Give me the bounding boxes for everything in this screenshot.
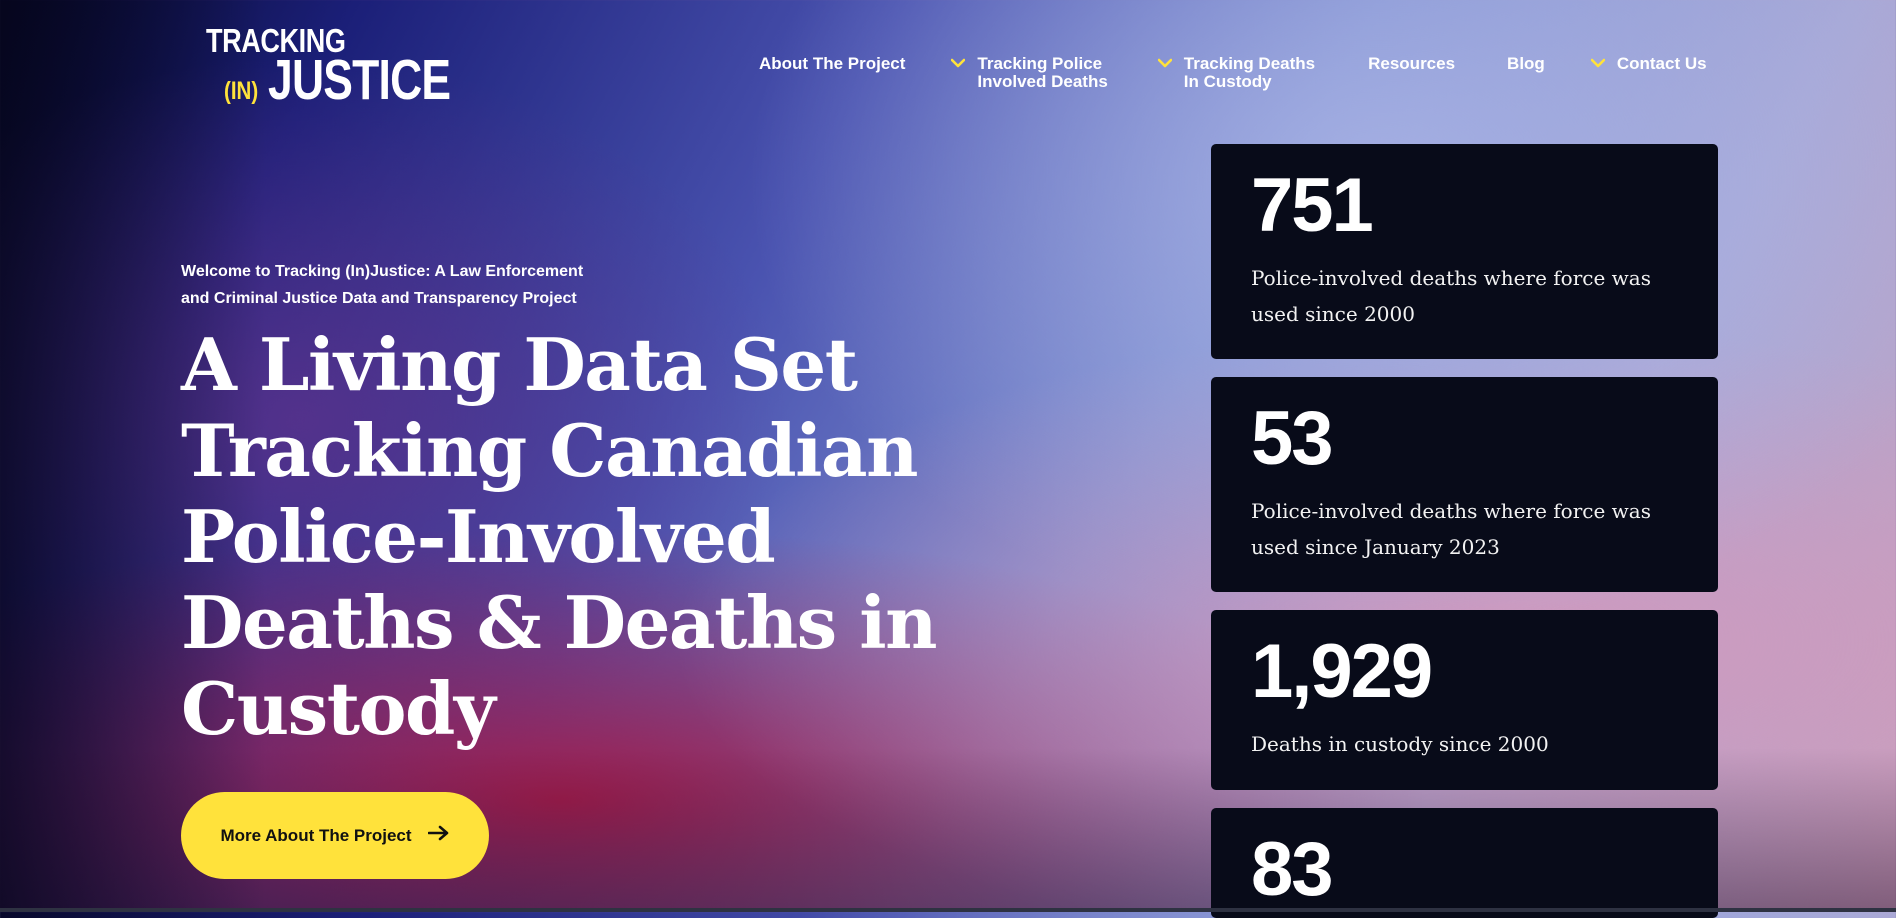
stat-number: 1,929 <box>1251 629 1433 714</box>
main-nav: About The Project Tracking Police Involv… <box>759 55 1707 91</box>
nav-blog[interactable]: Blog <box>1507 55 1545 73</box>
logo-justice: JUSTICE <box>268 48 451 112</box>
nav-label: Resources <box>1368 54 1456 73</box>
arrow-right-icon <box>427 825 450 846</box>
nav-resources[interactable]: Resources <box>1368 55 1455 73</box>
nav-label: About The Project <box>759 54 906 73</box>
stat-number: 53 <box>1251 396 1334 481</box>
nav-label: Blog <box>1507 54 1545 73</box>
logo-tracking: TRACKING <box>206 22 346 59</box>
cta-label: More About The Project <box>220 825 412 845</box>
nav-tracking-police-involved-deaths[interactable]: Tracking Police Involved Deaths <box>951 54 1108 91</box>
stat-card: 53 Police-involved deaths where force wa… <box>1211 377 1718 592</box>
stat-card: 1,929 Deaths in custody since 2000 <box>1211 610 1718 790</box>
stat-number: 751 <box>1251 163 1374 248</box>
nav-tracking-deaths-in-custody[interactable]: Tracking Deaths In Custody <box>1157 54 1316 91</box>
nav-contact-us[interactable]: Contact Us <box>1590 54 1707 73</box>
nav-label: Contact Us <box>1616 54 1707 73</box>
page-divider <box>0 908 1896 912</box>
logo-in: (IN) <box>224 77 259 105</box>
stats-panel: 751 Police-involved deaths where force w… <box>1211 144 1718 918</box>
stat-label: Deaths in custody since 2000 <box>1251 732 1549 756</box>
chevron-down-icon <box>1590 55 1607 68</box>
logo-bottom-row: (IN) JUSTICE <box>206 48 502 112</box>
nav-label: Tracking Deaths In Custody <box>1183 54 1316 91</box>
chevron-down-icon <box>951 55 967 68</box>
nav-about-the-project[interactable]: About The Project <box>759 55 905 73</box>
stat-label: Police-involved deaths where force was u… <box>1251 499 1651 559</box>
site-logo[interactable]: TRACKING (IN) JUSTICE <box>206 22 502 112</box>
stat-number: 83 <box>1251 827 1334 912</box>
more-about-project-button[interactable]: More About The Project <box>181 792 489 879</box>
nav-label: Tracking Police Involved Deaths <box>977 54 1108 91</box>
stat-label: Police-involved deaths where force was u… <box>1251 266 1651 326</box>
stat-card: 83 <box>1211 808 1718 918</box>
hero-eyebrow: Welcome to Tracking (In)Justice: A Law E… <box>181 263 584 307</box>
hero-title: A Living Data Set Tracking Canadian Poli… <box>181 322 937 751</box>
stat-card: 751 Police-involved deaths where force w… <box>1211 144 1718 359</box>
chevron-down-icon <box>1157 55 1174 68</box>
